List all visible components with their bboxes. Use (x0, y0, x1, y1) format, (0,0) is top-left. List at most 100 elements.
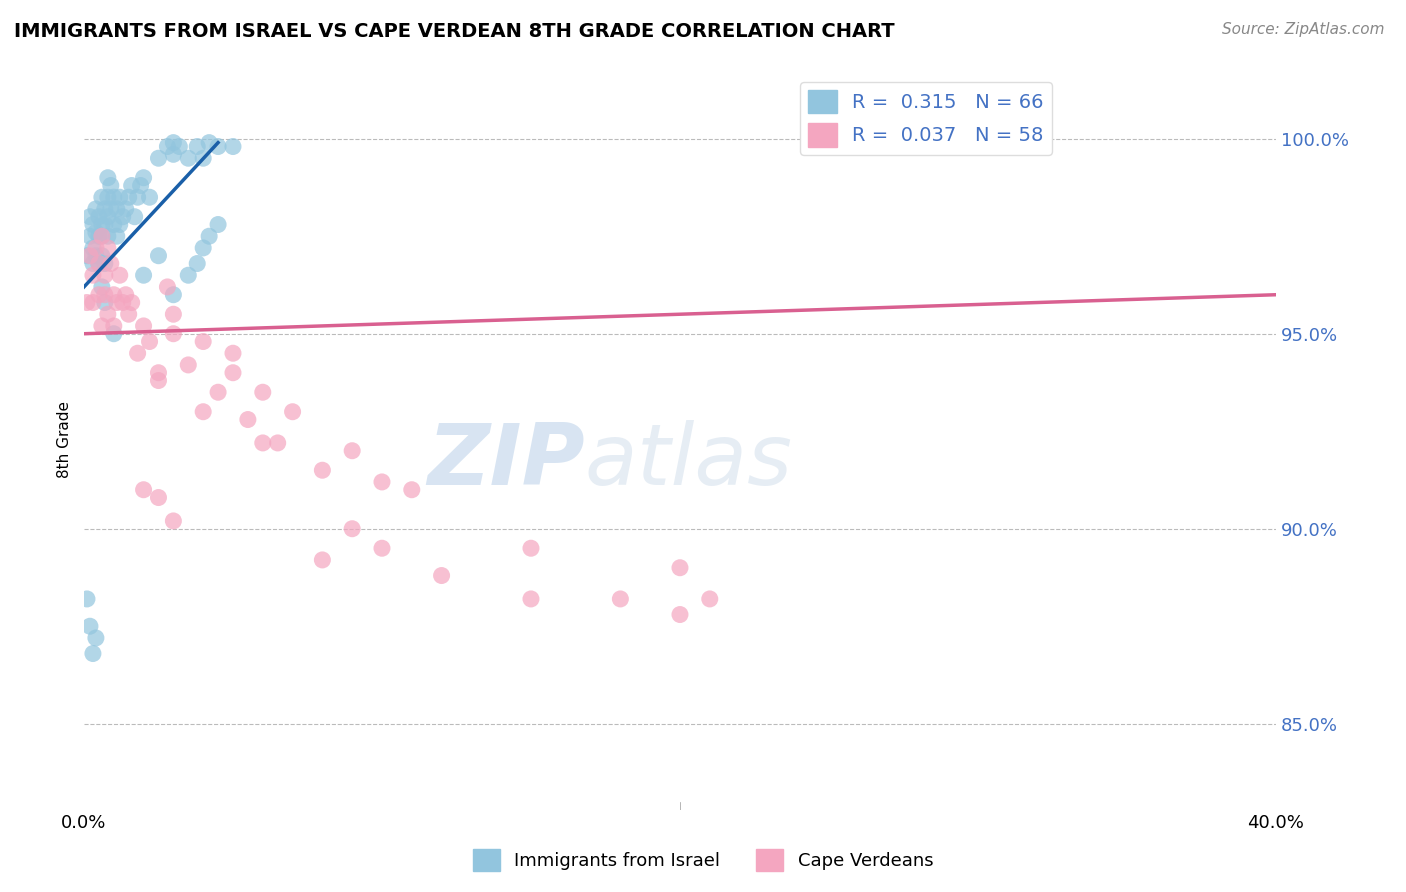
Text: ZIP: ZIP (427, 420, 585, 503)
Point (186, 256, 208, 270)
Point (82, 295, 104, 310)
Point (148, 374, 170, 388)
Point (118, 190, 141, 204)
Point (340, 443, 363, 458)
Point (103, 326, 125, 341)
Point (84, 249, 107, 263)
Point (84, 241, 107, 255)
Point (114, 202, 136, 216)
Point (103, 287, 125, 301)
Point (94, 268, 117, 283)
Point (82, 256, 104, 270)
Point (252, 385, 274, 400)
Point (207, 385, 229, 400)
Point (111, 210, 134, 224)
Point (169, 139, 191, 153)
Point (79, 249, 101, 263)
Point (84, 202, 107, 216)
Point (90, 280, 112, 294)
Point (84, 631, 107, 645)
Point (94, 287, 117, 301)
Point (222, 139, 245, 153)
Point (118, 307, 141, 321)
Point (193, 405, 215, 419)
Point (108, 190, 131, 204)
Point (148, 491, 170, 505)
Point (97, 229, 120, 244)
Point (177, 268, 200, 283)
Point (162, 147, 184, 161)
Point (76, 249, 98, 263)
Point (162, 307, 184, 321)
Point (100, 256, 122, 270)
Point (132, 318, 155, 333)
Point (129, 178, 152, 193)
Point (207, 139, 229, 153)
Point (520, 541, 543, 556)
Text: IMMIGRANTS FROM ISRAEL VS CAPE VERDEAN 8TH GRADE CORRELATION CHART: IMMIGRANTS FROM ISRAEL VS CAPE VERDEAN 8… (14, 22, 894, 41)
Point (156, 280, 179, 294)
Text: Source: ZipAtlas.com: Source: ZipAtlas.com (1222, 22, 1385, 37)
Point (207, 218, 229, 232)
Legend: R =  0.315   N = 66, R =  0.037   N = 58: R = 0.315 N = 66, R = 0.037 N = 58 (800, 82, 1052, 154)
Point (94, 218, 117, 232)
Point (82, 647, 104, 661)
Point (105, 202, 128, 216)
Point (87, 229, 110, 244)
Point (87, 256, 110, 270)
Point (340, 522, 363, 536)
Point (198, 136, 221, 150)
Point (111, 295, 134, 310)
Point (193, 241, 215, 255)
Point (103, 318, 125, 333)
Point (94, 202, 117, 216)
Point (669, 607, 692, 622)
Point (103, 218, 125, 232)
Point (87, 210, 110, 224)
Point (127, 190, 149, 204)
Point (669, 560, 692, 574)
Point (103, 190, 125, 204)
Point (76, 591, 98, 606)
Point (79, 229, 101, 244)
Point (90, 218, 112, 232)
Point (162, 136, 184, 150)
Point (105, 229, 128, 244)
Point (90, 229, 112, 244)
Point (132, 483, 155, 497)
Point (132, 170, 155, 185)
Point (193, 334, 215, 349)
Point (236, 412, 259, 426)
Point (311, 553, 333, 567)
Point (82, 241, 104, 255)
Point (100, 202, 122, 216)
Point (121, 295, 143, 310)
Point (94, 295, 117, 310)
Point (79, 210, 101, 224)
Point (87, 287, 110, 301)
Point (162, 287, 184, 301)
Legend: Immigrants from Israel, Cape Verdeans: Immigrants from Israel, Cape Verdeans (465, 842, 941, 879)
Point (138, 334, 160, 349)
Point (121, 178, 143, 193)
Point (266, 436, 288, 450)
Point (97, 241, 120, 255)
Point (114, 287, 136, 301)
Point (90, 318, 112, 333)
Point (90, 229, 112, 244)
Point (148, 249, 170, 263)
Point (520, 591, 543, 606)
Point (148, 366, 170, 380)
Point (108, 218, 131, 232)
Point (87, 256, 110, 270)
Point (281, 405, 304, 419)
Point (100, 178, 122, 193)
Point (90, 249, 112, 263)
Point (127, 346, 149, 360)
Point (138, 190, 160, 204)
Point (97, 170, 120, 185)
Point (371, 541, 394, 556)
Point (193, 151, 215, 165)
Point (94, 256, 117, 270)
Point (222, 346, 245, 360)
